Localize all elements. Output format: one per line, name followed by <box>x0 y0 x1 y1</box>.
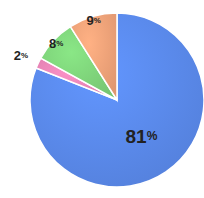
data-label: 81% <box>126 125 158 146</box>
slices <box>30 13 204 187</box>
pie-slice <box>70 13 117 100</box>
data-label: 2% <box>14 47 28 62</box>
pie-slice <box>30 13 204 187</box>
data-label: 8% <box>49 35 63 50</box>
labels: 81% 2% 8% 9% <box>14 12 158 146</box>
data-label: 9% <box>87 12 101 27</box>
chart: 81% 2% 8% 9% <box>0 0 204 198</box>
